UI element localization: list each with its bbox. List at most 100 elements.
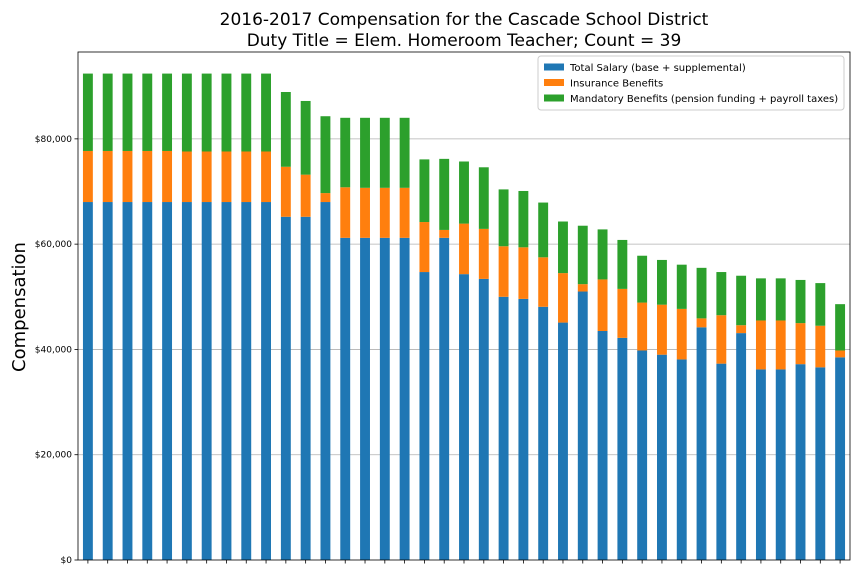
bar-segment-series-3 (597, 229, 608, 280)
bar-segment-series-2 (617, 288, 628, 338)
bar-segment-series-1 (478, 278, 489, 560)
bar-segment-series-1 (360, 237, 370, 560)
legend: Total Salary (base + supplemental) Insura… (537, 55, 845, 111)
bar-segment-series-1 (102, 202, 113, 561)
bar-segment-series-1 (122, 202, 133, 561)
legend-label: Insurance Benefits (570, 79, 663, 90)
y-tick-label: $80,000 (35, 135, 72, 145)
bar-segment-series-3 (538, 202, 549, 258)
bar-segment-series-1 (815, 367, 826, 560)
bar-segment-series-1 (736, 333, 747, 560)
bar-segment-series-3 (399, 117, 410, 188)
bar-segment-series-2 (478, 228, 489, 279)
bar-segment-series-2 (736, 325, 747, 334)
bar-segment-series-3 (300, 100, 311, 175)
bar-segment-series-2 (261, 151, 271, 203)
bar-segment-series-2 (162, 150, 173, 203)
bar-segment-series-1 (261, 202, 271, 561)
bar-segment-series-1 (82, 202, 93, 561)
bar-segment-series-3 (478, 167, 489, 229)
bar-segment-series-2 (320, 193, 331, 203)
bar-segment-series-2 (419, 222, 430, 273)
legend-label: Mandatory Benefits (pension funding + pa… (570, 94, 838, 105)
bar-segment-series-3 (676, 264, 687, 309)
bar-segment-series-1 (538, 306, 549, 560)
bar-segment-series-1 (142, 202, 153, 561)
bar-segment-series-2 (439, 229, 450, 238)
legend-swatch (544, 63, 564, 71)
bar-segment-series-1 (439, 237, 450, 560)
bar-segment-series-1 (755, 369, 766, 560)
bar-segment-series-1 (716, 363, 727, 560)
bar-segment-series-1 (399, 237, 410, 560)
bar-segment-series-3 (459, 161, 469, 224)
bar-segment-series-2 (558, 273, 568, 323)
bar-segment-series-3 (102, 73, 113, 151)
bar-segment-series-3 (498, 189, 509, 247)
legend-swatch (544, 94, 564, 102)
bar-segment-series-2 (82, 150, 93, 203)
bar-segment-series-2 (538, 257, 549, 307)
bar-segment-series-3 (201, 73, 212, 152)
bar-segment-series-2 (280, 166, 291, 217)
bar-segment-series-1 (419, 272, 430, 560)
bar-segment-series-3 (82, 73, 93, 151)
chart-title: 2016-2017 Compensation for the Cascade S… (220, 10, 709, 30)
bar-segment-series-2 (102, 150, 113, 203)
y-tick-label: $40,000 (35, 345, 72, 355)
bar-segment-series-2 (716, 315, 727, 364)
bar-segment-series-2 (637, 302, 648, 351)
bar-segment-series-3 (419, 159, 430, 223)
bar-segment-series-1 (181, 202, 192, 561)
bar-segment-series-1 (577, 291, 588, 560)
bar-segment-series-3 (241, 73, 252, 152)
bar-segment-series-3 (518, 190, 529, 248)
bar-segment-series-3 (379, 117, 390, 188)
bar-segment-series-1 (696, 327, 707, 560)
bar-segment-series-1 (221, 202, 232, 561)
legend-box (537, 55, 845, 111)
bar-segment-series-1 (518, 298, 529, 560)
bar-segment-series-1 (775, 369, 786, 560)
bar-segment-series-3 (360, 117, 370, 188)
bar-segment-series-3 (558, 221, 568, 274)
bar-segment-series-1 (162, 202, 173, 561)
legend-swatch (544, 79, 564, 86)
bar-segment-series-1 (280, 216, 291, 560)
bar-segment-series-2 (340, 187, 351, 238)
bar-segment-series-3 (142, 73, 153, 151)
bar-segment-series-2 (142, 150, 153, 203)
bar-segment-series-2 (122, 150, 133, 203)
bar-segment-series-3 (795, 279, 806, 324)
bar-segment-series-1 (300, 216, 311, 560)
bar-segment-series-2 (241, 151, 252, 203)
bar-segment-series-3 (657, 259, 667, 305)
bar-segment-series-1 (320, 202, 331, 561)
bar-segment-series-2 (181, 151, 192, 203)
bar-segment-series-2 (676, 308, 687, 360)
bar-segment-series-2 (696, 318, 707, 328)
bar-segment-series-1 (201, 202, 212, 561)
bar-segment-series-2 (360, 187, 370, 238)
bar-segment-series-2 (459, 223, 469, 275)
bar-segment-series-1 (657, 354, 667, 560)
bar-segment-series-2 (755, 320, 766, 370)
axes: $0 $20,000 $40,000 $60,000 $80,000 (35, 51, 851, 566)
plot-frame (77, 51, 851, 561)
bar-segment-series-3 (755, 278, 766, 321)
bar-segment-series-2 (498, 246, 509, 297)
bar-segment-series-2 (518, 247, 529, 299)
bar-segment-series-2 (379, 187, 390, 238)
bar-segment-series-2 (657, 304, 667, 355)
bar-segment-series-3 (340, 117, 351, 188)
bar-segment-series-1 (597, 331, 608, 560)
bar-segment-series-3 (280, 92, 291, 167)
bar-segment-series-2 (399, 187, 410, 238)
bar-segment-series-3 (261, 73, 271, 152)
bar-segment-series-1 (558, 322, 568, 560)
bar-segment-series-1 (379, 237, 390, 560)
bar-segment-series-1 (459, 274, 469, 560)
bar-segment-series-1 (835, 357, 846, 560)
bar-segment-series-2 (835, 350, 846, 358)
bar-segment-series-2 (577, 284, 588, 292)
